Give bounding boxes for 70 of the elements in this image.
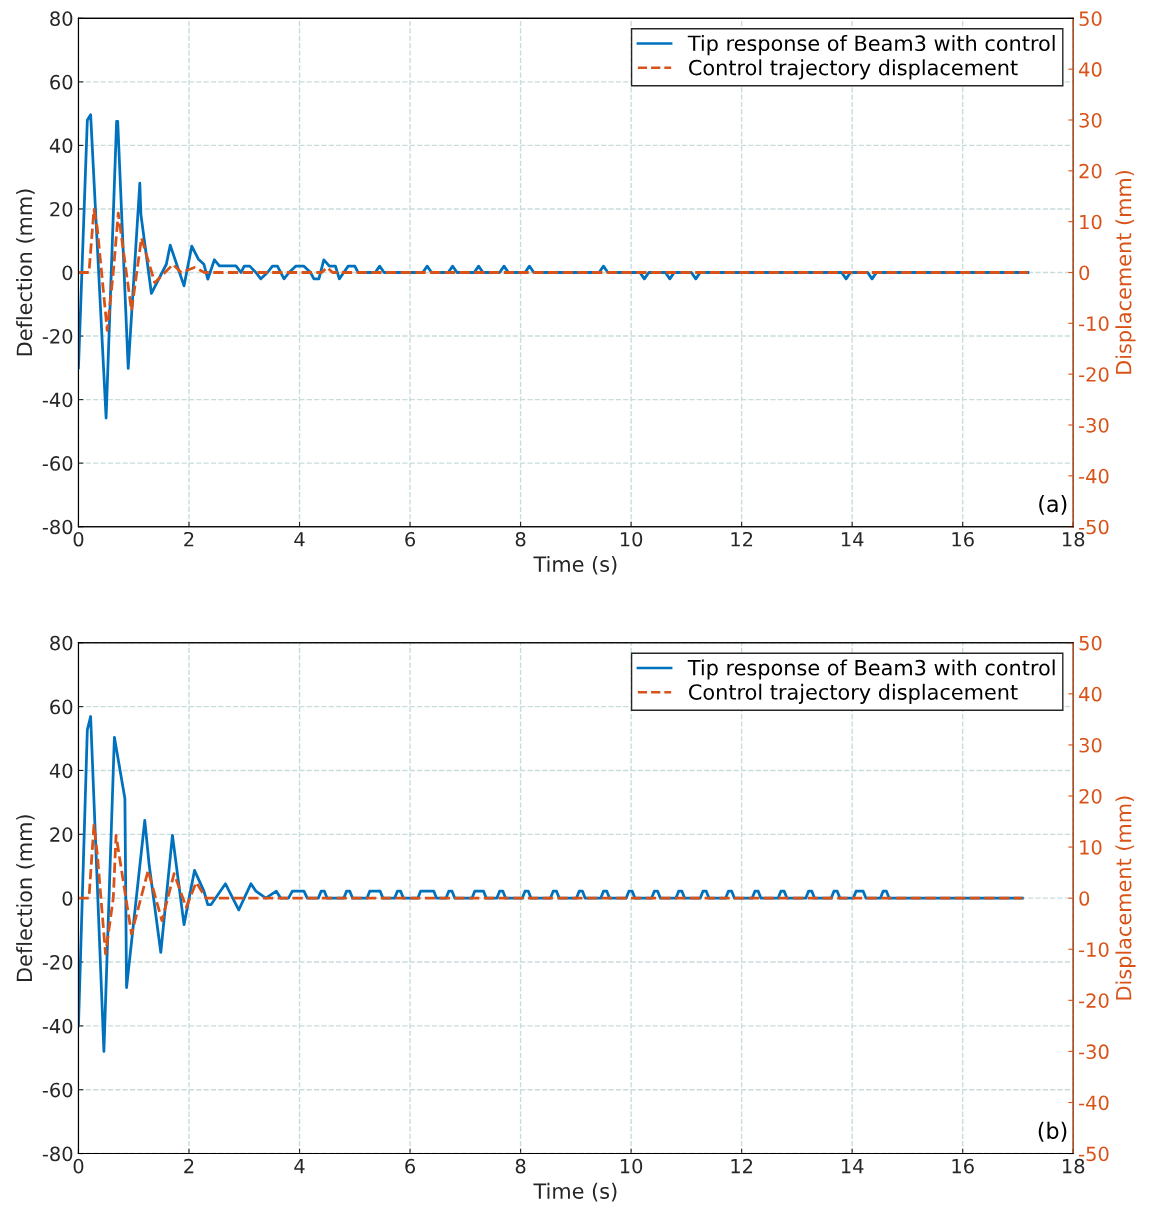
y2-tick-label: 10 [1080,840,1102,855]
x-tick-label: 6 [405,531,416,547]
y-tick-label: -40 [42,1018,73,1034]
y-axis-title: Deflection (mm) [16,189,35,356]
y-tick-label: 40 [49,763,73,779]
x-tick-label: 0 [73,1158,84,1174]
y2-tick-label: 10 [1080,214,1102,230]
y-tick-label: -80 [42,1146,73,1162]
y-tick-label: 0 [62,891,73,906]
annotation: (a) [1039,495,1067,515]
y2-tick-label: -10 [1079,942,1109,957]
y2-tick-label: -20 [1079,993,1109,1008]
y-axis-title: Deflection (mm) [16,815,35,981]
y-tick-label: 80 [50,635,73,651]
x-tick-label: 2 [184,531,194,547]
x-tick-label: 10 [620,531,643,547]
x-tick-label: 0 [73,531,84,547]
legend-label: Control trajectory displacement [689,59,1018,80]
y-tick-label: -40 [42,392,73,408]
y2-tick-label: 0 [1079,265,1090,281]
x-tick-label: 12 [731,531,753,547]
x-tick-label: 16 [952,1158,974,1174]
x-tick-label: 10 [620,1158,643,1174]
y2-tick-label: 30 [1079,112,1102,128]
y-tick-label: 60 [50,699,73,715]
y2-axis-title: Displacement (mm) [1115,170,1136,374]
x-tick-label: 6 [405,1158,416,1174]
y2-tick-label: 40 [1079,62,1102,77]
y-tick-label: 20 [50,827,73,842]
y-tick-label: 80 [50,11,73,26]
x-tick-label: 14 [841,532,864,547]
x-axis-title: Time (s) [533,1182,617,1202]
line-series [78,823,1024,956]
y-tick-label: -80 [42,519,73,535]
y2-tick-label: 0 [1079,891,1090,906]
y2-tick-label: -30 [1079,1044,1109,1060]
y2-axis-title: Displacement (mm) [1115,796,1136,1000]
y2-tick-label: 50 [1079,11,1102,26]
x-tick-label: 14 [841,1159,864,1174]
line-series [78,208,1030,332]
x-axis-title: Time (s) [533,555,617,575]
y-tick-label: -60 [42,1082,73,1098]
x-tick-label: 4 [294,1159,305,1174]
x-tick-label: 4 [294,532,305,547]
x-tick-label: 2 [184,1158,194,1174]
y2-tick-label: -10 [1079,316,1109,332]
y-tick-label: 0 [62,265,73,281]
y2-tick-label: 30 [1079,737,1102,753]
y-tick-label: -60 [42,456,73,471]
y-tick-label: -20 [42,954,73,970]
y2-tick-label: -20 [1079,367,1109,382]
y2-tick-label: 20 [1079,788,1102,804]
y2-tick-label: 50 [1079,635,1102,651]
x-tick-label: 12 [731,1158,753,1174]
y2-tick-label: -40 [1079,1095,1109,1111]
legend-label: Control trajectory displacement [689,683,1018,704]
y-tick-label: 60 [50,74,73,90]
annotation: (b) [1038,1121,1067,1142]
y-tick-label: -20 [42,329,73,344]
legend-label: Tip response of Beam3 with control [687,35,1055,56]
legend-label: Tip response of Beam3 with control [687,659,1055,680]
x-tick-label: 8 [515,1158,526,1174]
x-tick-label: 16 [952,531,974,547]
x-tick-label: 8 [515,531,526,547]
y2-tick-label: -40 [1079,468,1109,484]
y2-tick-label: 40 [1079,686,1102,702]
y2-tick-label: 20 [1079,163,1102,179]
y-tick-label: 20 [50,201,73,217]
y2-tick-label: -30 [1079,417,1109,433]
y-tick-label: 40 [49,138,73,154]
